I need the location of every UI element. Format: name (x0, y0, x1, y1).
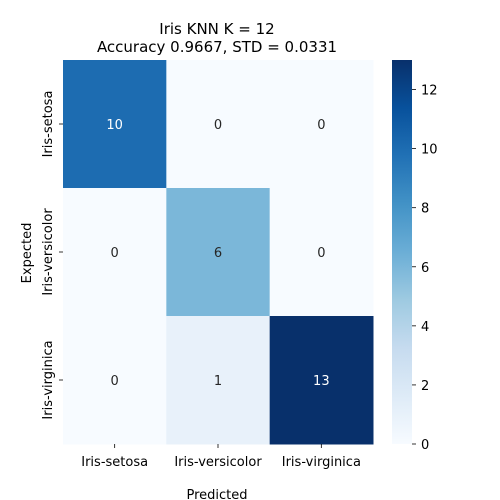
x-axis-ticks: Iris-setosa Iris-versicolor Iris-virginica (81, 444, 361, 470)
y-axis-ticks: Iris-setosa Iris-versicolor Iris-virginica (41, 91, 63, 420)
heatmap-cell (63, 316, 167, 445)
y-tick-label: Iris-setosa (41, 91, 56, 158)
cell-value-label: 0 (111, 374, 119, 389)
x-tick-label: Iris-setosa (81, 455, 148, 470)
heatmap-cell (269, 188, 374, 317)
x-tick-label: Iris-versicolor (174, 455, 262, 470)
x-tick-label: Iris-virginica (282, 455, 361, 470)
colorbar-tick-label: 6 (421, 261, 429, 276)
chart-title-line-1: Iris KNN K = 12 (159, 20, 274, 38)
heatmap-cell (63, 60, 167, 189)
heatmap-cell (166, 188, 271, 317)
cell-value-label: 0 (317, 246, 325, 261)
cell-value-label: 10 (106, 118, 123, 133)
cell-value-label: 13 (313, 374, 330, 389)
x-axis-label: Predicted (186, 488, 247, 500)
colorbar (392, 60, 412, 444)
cell-value-label: 6 (214, 246, 222, 261)
colorbar-tick-label: 2 (421, 379, 429, 394)
colorbar-ticks: 0 2 4 6 8 10 12 (412, 84, 438, 453)
colorbar-tick-label: 12 (421, 84, 438, 99)
cell-value-label: 0 (214, 118, 222, 133)
heatmap-cell (166, 60, 271, 189)
colorbar-tick-label: 8 (421, 202, 429, 217)
y-tick-label: Iris-versicolor (41, 208, 56, 296)
chart-title-line-2: Accuracy 0.9667, STD = 0.0331 (97, 38, 337, 56)
colorbar-tick-label: 0 (421, 438, 429, 453)
cell-value-label: 0 (111, 246, 119, 261)
heatmap-cells: 10 0 0 0 6 0 0 1 13 (63, 60, 374, 445)
heatmap-cell (63, 188, 167, 317)
heatmap-cell (269, 60, 374, 189)
colorbar-tick-label: 10 (421, 143, 438, 158)
cell-value-label: 1 (214, 374, 222, 389)
heatmap-cell (269, 316, 374, 445)
y-tick-label: Iris-virginica (41, 340, 56, 419)
heatmap-cell (166, 316, 271, 445)
colorbar-tick-label: 4 (421, 320, 429, 335)
y-axis-label: Expected (20, 223, 35, 284)
cell-value-label: 0 (317, 118, 325, 133)
